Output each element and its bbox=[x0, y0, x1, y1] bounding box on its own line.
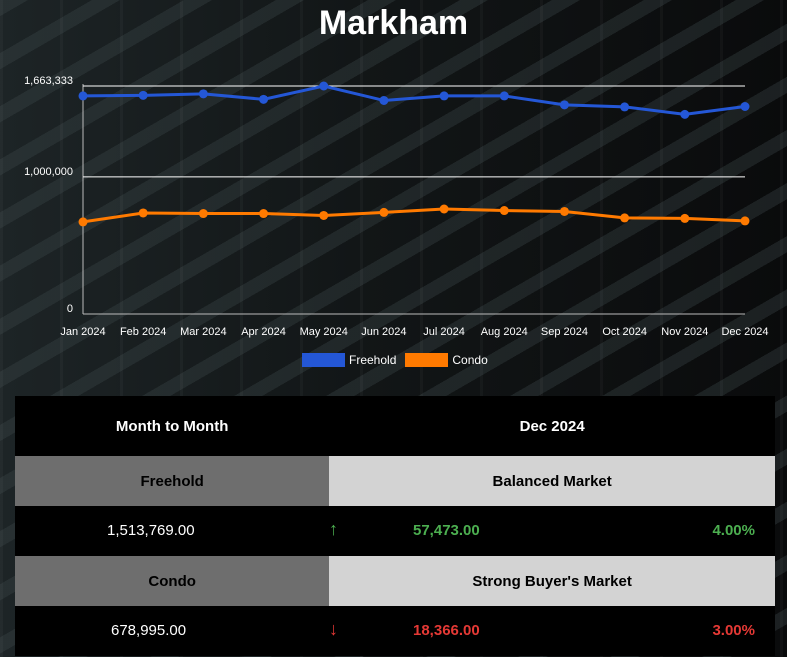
legend-label-freehold: Freehold bbox=[349, 353, 397, 367]
series-line-condo bbox=[82, 207, 746, 224]
x-tick-label: Apr 2024 bbox=[241, 326, 286, 338]
data-point-condo bbox=[680, 213, 690, 223]
data-point-freehold bbox=[138, 90, 148, 100]
condo-values-row: 678,995.00 ↓ 18,366.00 3.00% bbox=[15, 606, 775, 656]
data-point-freehold bbox=[620, 102, 630, 112]
x-tick-label: Dec 2024 bbox=[721, 326, 768, 338]
x-tick-label: Jun 2024 bbox=[361, 326, 406, 338]
market-status-condo: Strong Buyer's Market bbox=[329, 556, 775, 606]
header-date: Dec 2024 bbox=[329, 396, 775, 456]
y-tick-label: 1,663,333 bbox=[24, 75, 73, 87]
data-point-condo bbox=[499, 206, 509, 216]
data-point-freehold bbox=[439, 91, 449, 101]
legend-label-condo: Condo bbox=[452, 353, 488, 367]
arrow-down-icon: ↓ bbox=[329, 619, 338, 639]
x-tick-label: May 2024 bbox=[300, 326, 348, 338]
x-tick-label: Feb 2024 bbox=[120, 326, 166, 338]
header-month-to-month: Month to Month bbox=[15, 396, 330, 456]
market-summary-table: Month to Month Dec 2024 Freehold Balance… bbox=[15, 396, 775, 656]
chart-title: Markham bbox=[318, 4, 469, 42]
data-point-condo bbox=[439, 204, 449, 214]
data-point-freehold bbox=[259, 94, 269, 104]
freehold-change: 57,473.00 bbox=[413, 522, 480, 539]
condo-change: 18,366.00 bbox=[413, 622, 480, 639]
series-line-freehold bbox=[82, 84, 746, 116]
x-tick-label: Mar 2024 bbox=[180, 326, 226, 338]
data-point-condo bbox=[559, 206, 569, 216]
data-point-condo bbox=[198, 209, 208, 219]
x-tick-label: Aug 2024 bbox=[481, 326, 528, 338]
x-tick-label: Sep 2024 bbox=[541, 326, 588, 338]
condo-price: 678,995.00 bbox=[111, 622, 187, 639]
x-tick-label: Jul 2024 bbox=[423, 326, 465, 338]
x-tick-label: Jan 2024 bbox=[60, 326, 105, 338]
condo-percent: 3.00% bbox=[712, 622, 755, 639]
data-point-condo bbox=[620, 213, 630, 223]
data-point-freehold bbox=[198, 89, 208, 99]
data-point-condo bbox=[319, 210, 329, 220]
freehold-values-row: 1,513,769.00 ↑ 57,473.00 4.00% bbox=[15, 506, 775, 556]
x-tick-label: Oct 2024 bbox=[602, 326, 647, 338]
legend-swatch-freehold bbox=[302, 353, 345, 367]
freehold-price: 1,513,769.00 bbox=[107, 522, 195, 539]
data-point-freehold bbox=[499, 91, 509, 101]
arrow-up-icon: ↑ bbox=[329, 519, 338, 539]
data-point-freehold bbox=[379, 95, 389, 105]
legend: Freehold Condo bbox=[302, 353, 488, 367]
freehold-percent: 4.00% bbox=[712, 522, 755, 539]
data-point-condo bbox=[138, 208, 148, 218]
data-point-freehold bbox=[559, 100, 569, 110]
market-status-freehold: Balanced Market bbox=[329, 456, 775, 506]
data-point-freehold bbox=[78, 91, 88, 101]
x-tick-label: Nov 2024 bbox=[661, 326, 708, 338]
legend-swatch-condo bbox=[405, 353, 449, 367]
y-tick-label: 0 bbox=[67, 303, 73, 315]
data-point-condo bbox=[379, 207, 389, 217]
category-freehold: Freehold bbox=[15, 456, 330, 506]
line-chart: 0 1,000,000 1,663,333 Jan 2024 Feb 2024 Mar 2… bbox=[24, 75, 768, 338]
data-point-freehold bbox=[680, 109, 690, 119]
data-point-freehold bbox=[319, 81, 329, 91]
category-condo: Condo bbox=[15, 556, 330, 606]
data-point-freehold bbox=[740, 102, 750, 112]
y-tick-label: 1,000,000 bbox=[24, 166, 73, 178]
data-point-condo bbox=[740, 216, 750, 226]
data-point-condo bbox=[259, 209, 269, 219]
data-point-condo bbox=[78, 217, 88, 227]
